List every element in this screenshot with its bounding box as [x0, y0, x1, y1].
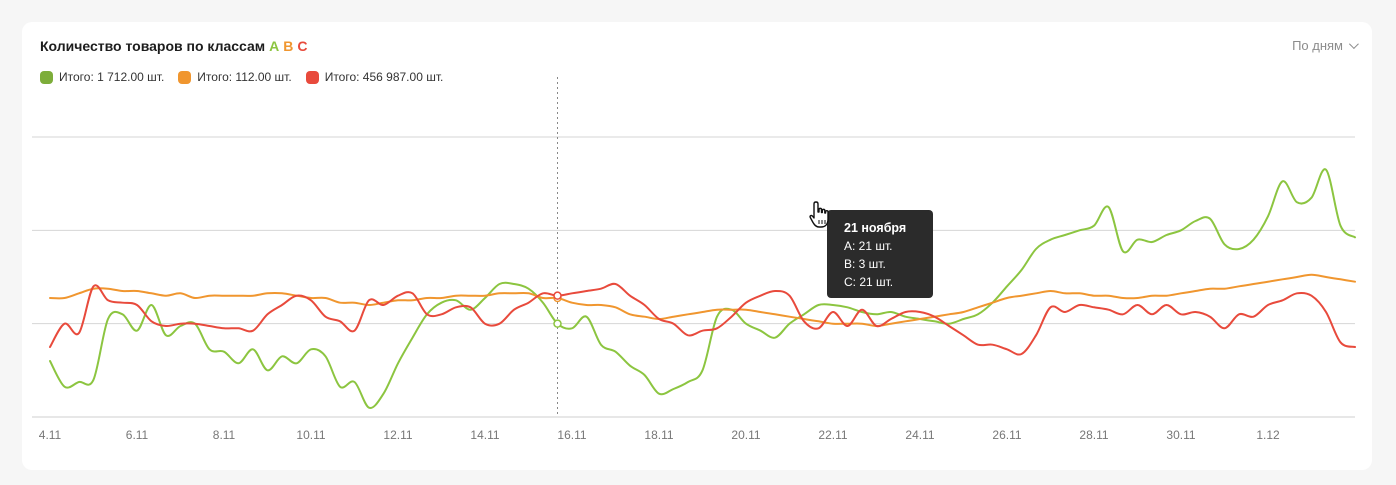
- legend-label-b: Итого: 112.00 шт.: [197, 70, 292, 84]
- x-tick-label: 12.11: [383, 428, 412, 442]
- legend-swatch-c: [305, 70, 319, 84]
- period-dropdown[interactable]: По дням: [1292, 38, 1359, 53]
- tooltip-line-a: A: 21 шт.: [844, 239, 893, 253]
- chart-tooltip: 21 ноября A: 21 шт. B: 3 шт. C: 21 шт.: [827, 210, 933, 298]
- chart-card: Количество товаров по классам A B C По д…: [22, 22, 1372, 470]
- tooltip-line-c: C: 21 шт.: [844, 275, 894, 289]
- legend-item-b[interactable]: Итого: 112.00 шт.: [178, 70, 292, 84]
- class-a-label: A: [269, 38, 280, 54]
- x-tick-label: 28.11: [1079, 428, 1108, 442]
- series-line-b: [49, 273, 1356, 328]
- class-b-label: B: [283, 38, 294, 54]
- chart-title-text: Количество товаров по классам: [40, 38, 266, 54]
- x-tick-label: 14.11: [470, 428, 499, 442]
- x-tick-label: 4.11: [39, 428, 62, 442]
- class-c-label: C: [297, 38, 308, 54]
- hover-point-c: [553, 291, 562, 300]
- x-tick-label: 30.11: [1166, 428, 1195, 442]
- series-line-a: [49, 168, 1356, 409]
- x-tick-label: 18.11: [644, 428, 673, 442]
- tooltip-date: 21 ноября: [844, 221, 907, 235]
- legend-item-c[interactable]: Итого: 456 987.00 шт.: [305, 70, 444, 84]
- x-tick-label: 1.12: [1256, 428, 1280, 442]
- x-tick-label: 24.11: [905, 428, 934, 442]
- legend-swatch-b: [178, 70, 192, 84]
- x-tick-label: 10.11: [296, 428, 325, 442]
- x-tick-label: 26.11: [992, 428, 1021, 442]
- tooltip-line-b: B: 3 шт.: [844, 257, 886, 271]
- x-tick-label: 6.11: [126, 428, 149, 442]
- legend-swatch-a: [40, 70, 53, 84]
- line-chart[interactable]: 4.11 6.11 8.11 10.11 12.11 14.11 16.11 18.11 20.…: [22, 22, 1372, 470]
- period-dropdown-label: По дням: [1292, 38, 1343, 53]
- x-tick-label: 20.11: [731, 428, 760, 442]
- x-tick-label: 8.11: [213, 428, 236, 442]
- chart-title: Количество товаров по классам A B C: [40, 38, 308, 54]
- legend-label-c: Итого: 456 987.00 шт.: [324, 70, 444, 84]
- legend-label-a: Итого: 1 712.00 шт.: [59, 70, 165, 84]
- legend-item-a[interactable]: Итого: 1 712.00 шт.: [40, 70, 164, 84]
- x-tick-label: 16.11: [557, 428, 586, 442]
- x-tick-label: 22.11: [818, 428, 847, 442]
- chart-legend: Итого: 1 712.00 шт. Итого: 112.00 шт. Ит…: [40, 70, 443, 84]
- series-line-c: [49, 282, 1356, 356]
- hover-point-a: [553, 319, 562, 328]
- hand-pointer-icon: [809, 201, 829, 228]
